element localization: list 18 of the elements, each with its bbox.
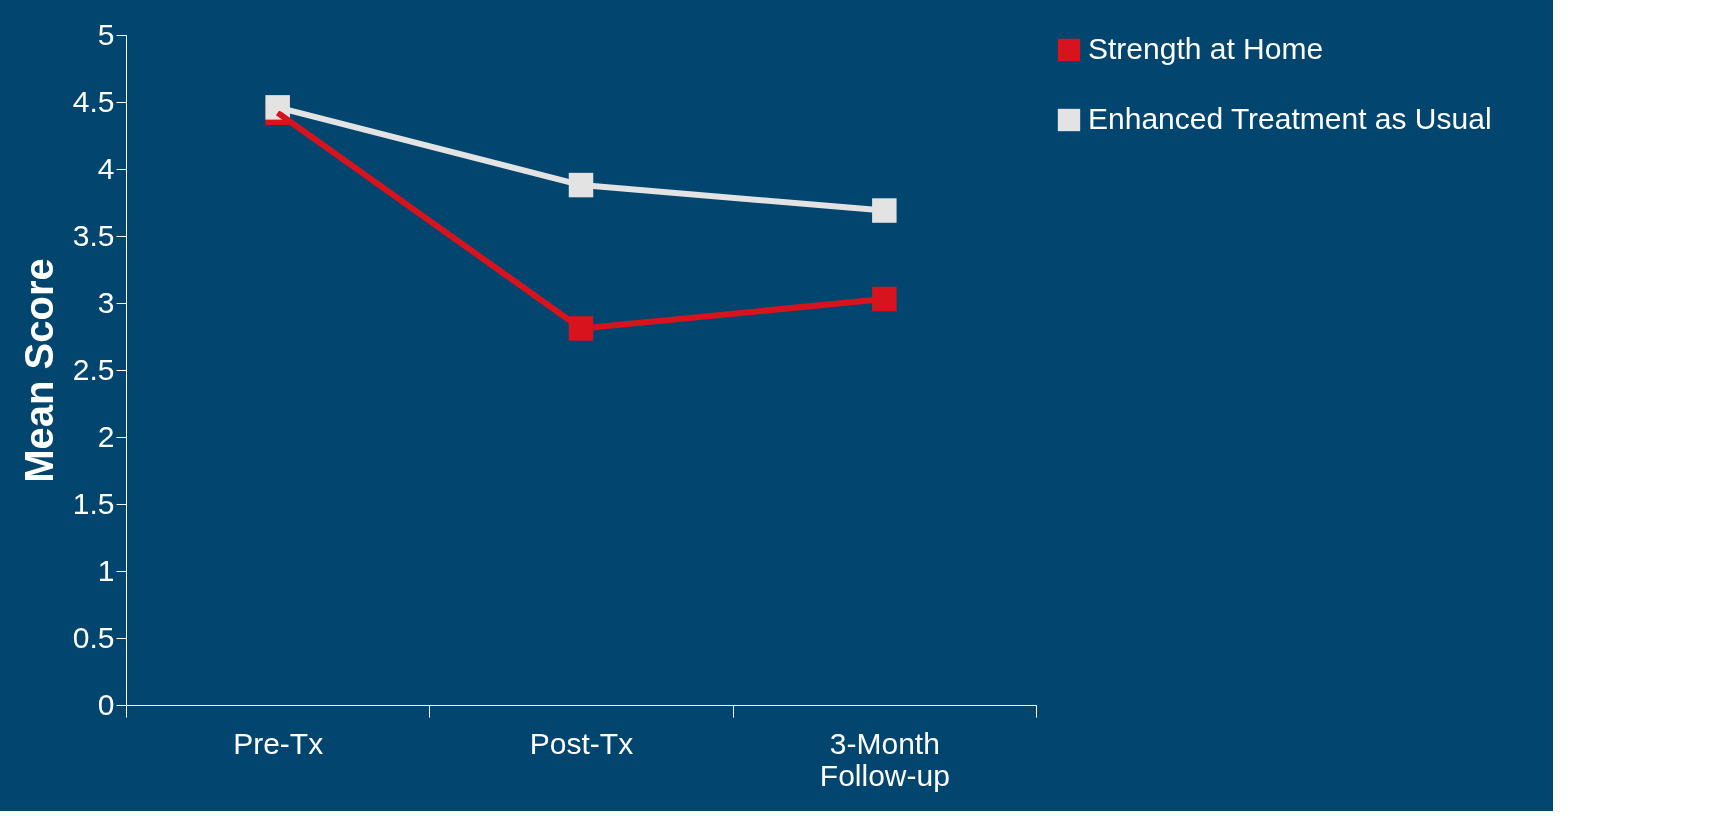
y-tick-label: 0 <box>97 687 115 721</box>
y-tick-label: 3 <box>97 285 115 319</box>
y-tick-label: 3.5 <box>72 218 115 252</box>
y-tick-label: 4.5 <box>72 84 115 118</box>
y-tick-label: 2 <box>97 419 115 453</box>
y-tick-label: 4 <box>97 151 115 185</box>
y-tick-label: 1 <box>97 553 115 587</box>
x-tick-label: Post-Tx <box>529 726 634 760</box>
y-tick-label: 1.5 <box>72 486 115 520</box>
x-tick-label: Pre-Tx <box>233 726 324 760</box>
y-tick-label: 0.5 <box>72 620 115 654</box>
x-tick-label: 3-Month Follow-up <box>819 726 950 792</box>
y-tick-label: 5 <box>97 17 115 51</box>
y-axis-title: Mean Score <box>16 258 61 483</box>
point <box>872 198 897 223</box>
legend-label: Strength at Home <box>1088 32 1324 65</box>
legend-label: Enhanced Treatment as Usual <box>1088 102 1492 135</box>
y-tick-label: 2.5 <box>72 352 115 386</box>
